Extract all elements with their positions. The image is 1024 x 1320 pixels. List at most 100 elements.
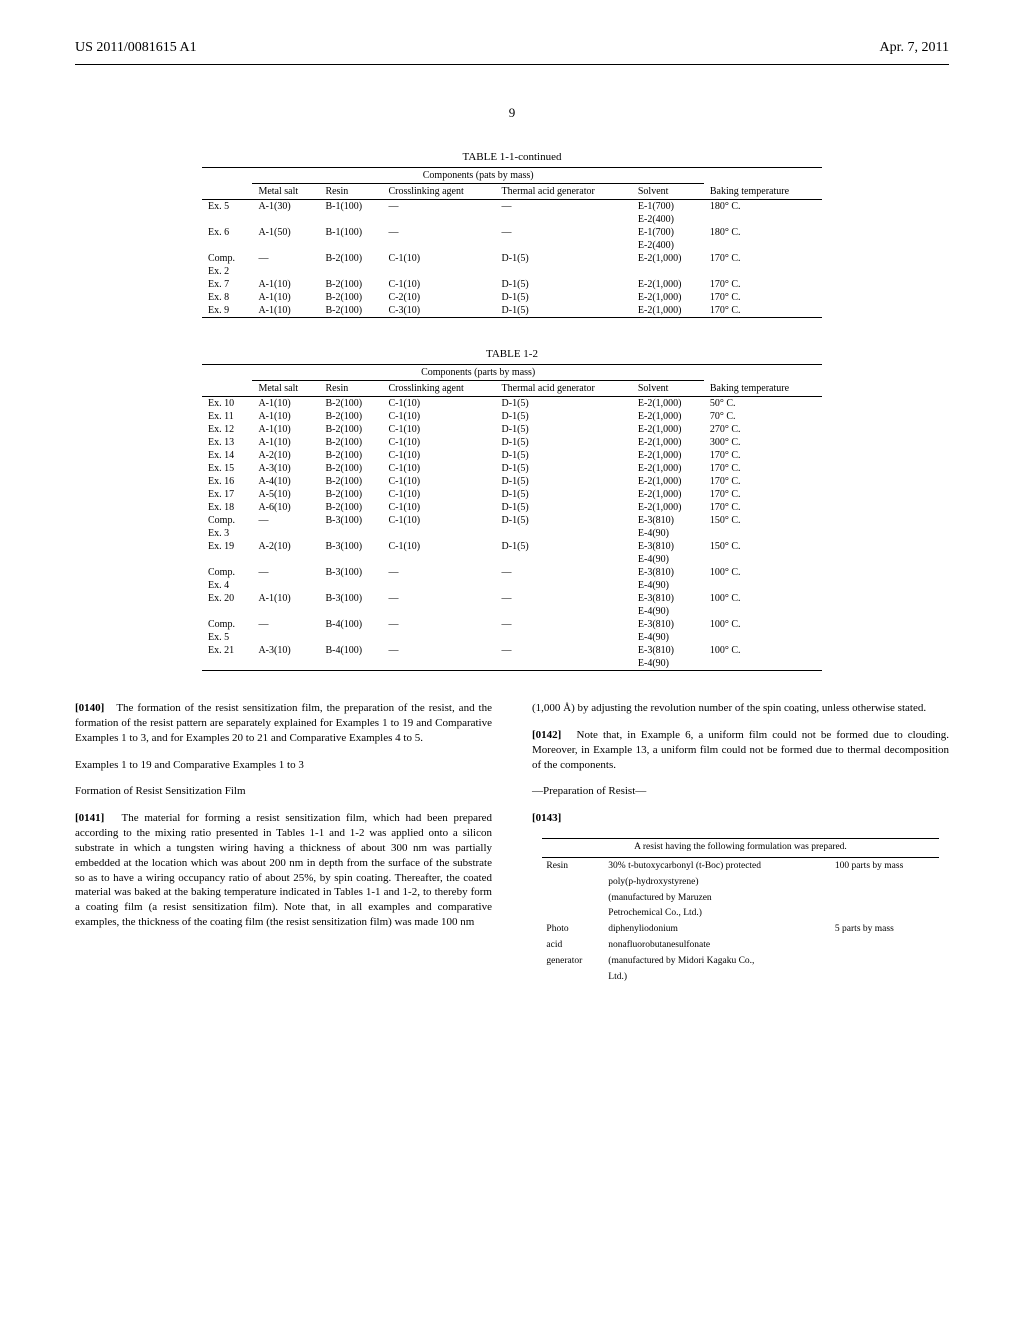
- para-num-0142: [0142]: [532, 729, 561, 741]
- table-cell: E-4(90): [632, 657, 704, 671]
- table-cell: E-4(90): [632, 527, 704, 540]
- table-cell: [496, 579, 632, 592]
- table-cell: D-1(5): [496, 410, 632, 423]
- col-h: Baking temperature: [704, 184, 822, 200]
- table-cell: E-2(1,000): [632, 252, 704, 265]
- photo-label: acid: [542, 937, 604, 953]
- table-cell: [496, 239, 632, 252]
- table-cell: E-2(400): [632, 213, 704, 226]
- table-cell: B-3(100): [319, 540, 382, 553]
- table-cell: D-1(5): [496, 304, 632, 318]
- table-cell: A-1(10): [252, 397, 319, 411]
- table-cell: [319, 579, 382, 592]
- table-cell: A-1(10): [252, 423, 319, 436]
- photo-text: nonafluorobutanesulfonate: [604, 937, 831, 953]
- table-cell: [319, 605, 382, 618]
- table-cell: —: [382, 566, 495, 579]
- table-cell: 170° C.: [704, 278, 822, 291]
- table-cell: C-1(10): [382, 436, 495, 449]
- table-cell: [496, 213, 632, 226]
- table-cell: [496, 553, 632, 566]
- formation-subsection-title: Formation of Resist Sensitization Film: [75, 784, 492, 799]
- table-cell: B-2(100): [319, 291, 382, 304]
- table-cell: 150° C.: [704, 540, 822, 553]
- col-h: [202, 184, 252, 200]
- table-cell: [704, 213, 822, 226]
- table-cell: B-1(100): [319, 200, 382, 214]
- table-1-2: Components (parts by mass) Metal salt Re…: [202, 364, 822, 671]
- table-cell: A-1(10): [252, 592, 319, 605]
- table-cell: [382, 579, 495, 592]
- page-number: 9: [75, 105, 949, 121]
- table-cell: C-1(10): [382, 410, 495, 423]
- table-cell: [202, 213, 252, 226]
- table-cell: D-1(5): [496, 423, 632, 436]
- table-cell: E-2(1,000): [632, 278, 704, 291]
- table-cell: C-1(10): [382, 423, 495, 436]
- table-cell: [202, 239, 252, 252]
- table-cell: Ex. 8: [202, 291, 252, 304]
- table-cell: Ex. 21: [202, 644, 252, 657]
- table-cell: C-1(10): [382, 501, 495, 514]
- table-cell: [496, 527, 632, 540]
- table-cell: E-2(1,000): [632, 423, 704, 436]
- table-cell: 170° C.: [704, 488, 822, 501]
- table-cell: [252, 657, 319, 671]
- table-row: Ex. 21A-3(10)B-4(100)——E-3(810)100° C.: [202, 644, 822, 657]
- table-cell: —: [252, 566, 319, 579]
- table-row: E-2(400): [202, 213, 822, 226]
- para-num-0143: [0143]: [532, 812, 561, 824]
- table-cell: —: [252, 618, 319, 631]
- table-cell: A-1(10): [252, 436, 319, 449]
- table-cell: [319, 553, 382, 566]
- table-cell: [252, 239, 319, 252]
- table-row: E-4(90): [202, 553, 822, 566]
- table-cell: [382, 527, 495, 540]
- table-cell: Ex. 19: [202, 540, 252, 553]
- table-cell: —: [382, 618, 495, 631]
- table-cell: E-3(810): [632, 566, 704, 579]
- right-column: (1,000 Å) by adjusting the revolution nu…: [532, 701, 949, 985]
- table-cell: B-4(100): [319, 644, 382, 657]
- table-cell: B-2(100): [319, 462, 382, 475]
- table-cell: [704, 631, 822, 644]
- table-cell: [496, 631, 632, 644]
- publication-number: US 2011/0081615 A1: [75, 40, 197, 56]
- table-cell: Ex. 6: [202, 226, 252, 239]
- para-num-0140: [0140]: [75, 702, 104, 714]
- table-cell: E-2(1,000): [632, 410, 704, 423]
- col-h: Solvent: [632, 184, 704, 200]
- table-cell: Ex. 20: [202, 592, 252, 605]
- table-row: Comp.—B-3(100)——E-3(810)100° C.: [202, 566, 822, 579]
- table-cell: [382, 657, 495, 671]
- table-row: Ex. 6A-1(50)B-1(100)——E-1(700)180° C.: [202, 226, 822, 239]
- table-cell: E-2(400): [632, 239, 704, 252]
- photo-label: generator: [542, 953, 604, 969]
- table-row: Ex. 9A-1(10)B-2(100)C-3(10)D-1(5)E-2(1,0…: [202, 304, 822, 318]
- table-cell: Ex. 16: [202, 475, 252, 488]
- table-cell: [319, 213, 382, 226]
- table-cell: A-4(10): [252, 475, 319, 488]
- table-cell: D-1(5): [496, 252, 632, 265]
- resin-label: Resin: [542, 858, 604, 874]
- col-h: Metal salt: [252, 184, 319, 200]
- table-cell: [252, 265, 319, 278]
- table-cell: —: [496, 618, 632, 631]
- table-cell: —: [496, 226, 632, 239]
- table-cell: A-5(10): [252, 488, 319, 501]
- resist-caption: A resist having the following formulatio…: [542, 839, 938, 858]
- resist-formulation-table: A resist having the following formulatio…: [542, 838, 938, 985]
- table-cell: A-2(10): [252, 540, 319, 553]
- table-cell: [496, 265, 632, 278]
- table-cell: C-1(10): [382, 475, 495, 488]
- table-cell: [319, 527, 382, 540]
- table-cell: Ex. 5: [202, 200, 252, 214]
- table-cell: Ex. 12: [202, 423, 252, 436]
- table-row: Ex. 5E-4(90): [202, 631, 822, 644]
- table-cell: 100° C.: [704, 618, 822, 631]
- table-1-2-title: TABLE 1-2: [75, 348, 949, 360]
- table-cell: B-2(100): [319, 278, 382, 291]
- table-cell: E-4(90): [632, 553, 704, 566]
- table-cell: A-1(10): [252, 410, 319, 423]
- table-cell: —: [382, 644, 495, 657]
